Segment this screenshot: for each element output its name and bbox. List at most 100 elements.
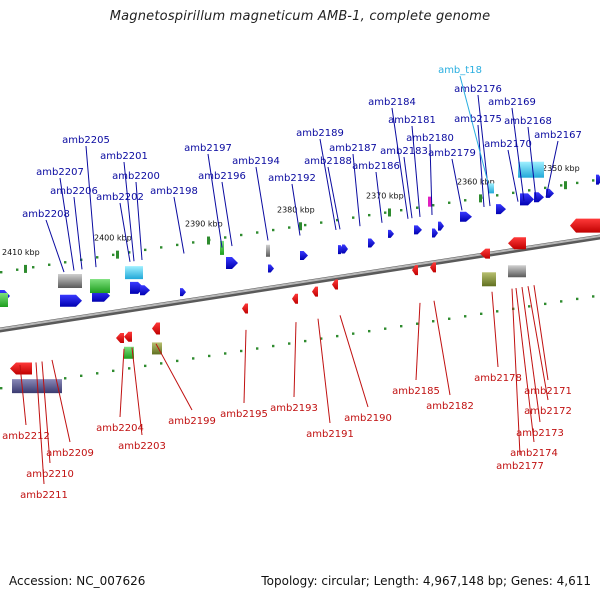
forward-gene-label: amb2198 (150, 186, 198, 197)
reverse-gene-label-leader (119, 348, 125, 418)
forward-gene-label: amb2184 (368, 97, 416, 108)
forward-gene-arrow (596, 174, 600, 185)
trna-block (488, 183, 494, 194)
scale-track-lower-tick (592, 295, 595, 298)
scale-track-upper-tick (272, 228, 275, 232)
reverse-gene-arrow (332, 279, 338, 290)
forward-gene-label-leader (545, 140, 559, 198)
reverse-gene-arrow (292, 293, 298, 304)
forward-gene-arrow (534, 192, 544, 203)
genome-backbone-highlight (0, 234, 600, 331)
scale-track-upper-tick (256, 231, 259, 234)
forward-gene-label: amb2186 (352, 161, 400, 172)
reverse-gene-label: amb2191 (306, 429, 354, 440)
feature-block-green (124, 346, 134, 359)
forward-gene-label-leader (477, 124, 485, 208)
forward-gene-arrow (60, 294, 82, 307)
scale-track-upper-tick (368, 213, 371, 217)
feature-block-slate (12, 379, 62, 394)
reverse-gene-label: amb2193 (270, 403, 318, 414)
reverse-gene-label-leader (317, 318, 331, 424)
forward-gene-label: amb2201 (100, 151, 148, 162)
feature-block-magenta (428, 196, 432, 207)
feature-block-grey (508, 265, 526, 278)
scale-major-tick (116, 250, 119, 259)
forward-gene-label: amb2194 (232, 156, 280, 167)
scale-track-upper-tick (32, 266, 35, 269)
scale-track-upper-tick (112, 253, 115, 257)
scale-track-upper-tick (128, 251, 131, 254)
reverse-gene-label: amb2172 (524, 406, 572, 417)
feature-block-grey (58, 274, 82, 289)
reverse-gene-label-leader (293, 322, 297, 398)
reverse-gene-label: amb2178 (474, 373, 522, 384)
scale-track-lower-tick (256, 347, 259, 350)
scale-major-tick (24, 264, 27, 273)
forward-gene-label-leader (403, 156, 413, 219)
forward-gene-arrow (268, 264, 274, 273)
scale-track-upper-tick (64, 261, 67, 264)
forward-gene-label-leader (173, 196, 185, 254)
scale-label: 2370 kbp (366, 191, 404, 200)
scale-track-lower-tick (0, 387, 3, 390)
scale-track-upper-tick (592, 179, 595, 182)
scale-major-tick (564, 181, 567, 190)
forward-gene-label-leader (123, 161, 135, 262)
reverse-gene-label: amb2173 (516, 428, 564, 439)
scale-track-upper-tick (320, 221, 323, 224)
forward-gene-label: amb2206 (50, 186, 98, 197)
forward-gene-label: amb2197 (184, 143, 232, 154)
forward-gene-arrow (438, 221, 444, 231)
reverse-gene-label: amb2209 (46, 448, 94, 459)
reverse-gene-label-leader (415, 302, 421, 381)
scale-track-upper-tick (0, 271, 3, 274)
scale-track-lower-tick (128, 367, 131, 370)
scale-label: 2410 kbp (2, 248, 40, 257)
feature-block-cyan (518, 161, 544, 178)
forward-gene-label-leader (391, 107, 409, 219)
reverse-gene-arrow (480, 248, 490, 259)
reverse-gene-label: amb2210 (26, 469, 74, 480)
scale-track-lower-tick (432, 320, 435, 323)
scale-track-upper-tick (288, 226, 291, 229)
reverse-gene-label: amb2195 (220, 409, 268, 420)
scale-track-lower-tick (384, 327, 387, 330)
forward-gene-label: amb2167 (534, 130, 582, 141)
scale-track-upper-tick (176, 243, 179, 247)
trna-label-leader (459, 75, 489, 183)
scale-track-lower-tick (304, 339, 307, 343)
scale-track-lower-tick (64, 377, 67, 380)
reverse-gene-label-leader (19, 364, 27, 426)
forward-gene-label-leader (221, 181, 233, 247)
forward-gene-label: amb2200 (112, 171, 160, 182)
forward-gene-arrow (388, 229, 394, 238)
reverse-gene-arrow (10, 362, 32, 375)
forward-gene-arrow (226, 256, 238, 269)
forward-gene-label: amb2202 (96, 192, 144, 203)
scale-track-lower-tick (144, 364, 147, 368)
scale-track-lower-tick (272, 344, 275, 348)
forward-gene-label-leader (73, 196, 83, 270)
forward-gene-label: amb2180 (406, 133, 454, 144)
forward-gene-arrow (140, 285, 150, 296)
scale-track-upper-tick (192, 241, 195, 244)
scale-major-tick (479, 194, 482, 203)
forward-gene-arrow (414, 225, 422, 235)
scale-track-lower-tick (480, 312, 483, 315)
scale-label: 2390 kbp (185, 220, 223, 229)
scale-track-upper-tick (144, 248, 147, 252)
reverse-gene-arrow (430, 262, 436, 273)
scale-track-lower-tick (288, 342, 291, 345)
scale-major-tick (299, 222, 302, 231)
reverse-gene-arrow (570, 218, 600, 233)
reverse-gene-label-leader (533, 285, 549, 381)
scale-label: 2360 kbp (457, 177, 495, 186)
reverse-gene-label: amb2212 (2, 431, 50, 442)
reverse-gene-label-leader (515, 287, 535, 443)
forward-gene-label-leader (45, 219, 65, 273)
scale-track-lower-tick (208, 354, 211, 358)
reverse-gene-arrow (116, 333, 124, 344)
forward-gene-label-leader (511, 107, 525, 201)
scale-major-tick (207, 236, 210, 245)
